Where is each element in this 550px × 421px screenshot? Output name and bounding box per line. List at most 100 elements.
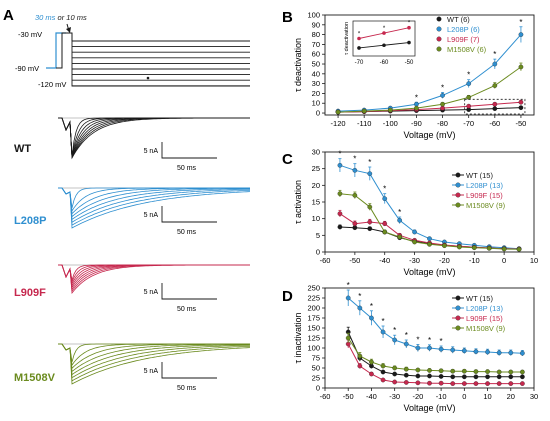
significance-star: * [381, 317, 384, 326]
inset-data-point [357, 46, 361, 50]
series-line [347, 297, 523, 354]
scale-bar-time: 50 ms [177, 229, 197, 236]
current-trace [58, 343, 251, 385]
y-tick-label: 10 [312, 214, 320, 223]
trace-label: WT [14, 143, 31, 155]
significance-star: * [415, 93, 418, 102]
data-point [427, 368, 432, 373]
protocol-time-30: 30 ms [35, 13, 56, 22]
current-trace [58, 187, 251, 229]
x-tick-label: -60 [320, 392, 331, 401]
significance-star: * [428, 336, 431, 345]
data-point [440, 101, 445, 107]
significance-star: * [338, 150, 341, 159]
data-point [335, 109, 341, 115]
data-point [466, 81, 472, 86]
x-tick-label: -110 [357, 119, 371, 128]
significance-star: * [405, 331, 408, 340]
legend-marker [455, 295, 461, 301]
inset-data-point [407, 40, 411, 45]
inset-star: * [408, 21, 411, 27]
inset-data-point [357, 36, 361, 41]
series-line [338, 66, 522, 113]
legend-marker [455, 192, 461, 198]
data-point [367, 171, 373, 177]
inset-star: * [383, 26, 386, 32]
data-point [496, 374, 502, 380]
svg-text:30 ms or 10 ms: 30 ms or 10 ms [35, 13, 87, 22]
x-tick-label: -60 [489, 119, 500, 128]
scale-bar-time: 50 ms [177, 165, 197, 172]
significance-star: * [347, 281, 350, 290]
significance-star: * [358, 292, 361, 301]
data-point [473, 374, 479, 380]
panel-label-b: B [282, 9, 293, 26]
significance-star: * [383, 185, 386, 194]
scale-bar-current: 5 nA [144, 148, 159, 155]
y-tick-label: 0 [316, 109, 320, 118]
data-point [518, 32, 524, 37]
y-tick-label: 10 [312, 99, 320, 108]
data-point [337, 211, 343, 217]
legend-marker [436, 26, 442, 32]
protocol-arrow-head [66, 27, 71, 33]
data-point [450, 381, 456, 386]
scale-bar [161, 206, 217, 223]
data-point [461, 381, 467, 386]
data-point [485, 349, 490, 355]
data-point [508, 374, 514, 380]
legend-label: WT (6) [447, 15, 470, 24]
significance-star: * [368, 158, 371, 167]
legend-label: M1508V (6) [447, 45, 487, 54]
inset-y-axis-label: τ deactivation [344, 22, 350, 55]
current-trace [58, 187, 250, 224]
data-point [450, 368, 456, 374]
x-tick-label: -60 [320, 256, 331, 265]
x-tick-label: 0 [462, 392, 466, 401]
significance-star: * [519, 18, 522, 27]
data-point [414, 101, 419, 107]
data-point [357, 353, 363, 359]
data-point [415, 367, 421, 373]
data-point [518, 99, 524, 105]
inset-data-point [382, 31, 386, 35]
x-tick-label: -50 [349, 256, 360, 265]
trace-label: L208P [14, 215, 46, 227]
y-tick-label: 90 [312, 20, 320, 29]
data-point [369, 371, 374, 377]
legend-marker [455, 172, 461, 178]
scale-bar [161, 283, 217, 300]
data-point [367, 226, 373, 232]
data-point [461, 368, 467, 374]
y-tick-label: 20 [312, 89, 320, 98]
data-point [403, 341, 409, 347]
legend-marker [455, 315, 461, 321]
data-point [440, 105, 445, 111]
current-trace [58, 264, 250, 295]
data-point [486, 245, 492, 251]
significance-star: * [353, 155, 356, 164]
y-tick-label: 200 [307, 304, 320, 313]
y-tick-label: 0 [316, 248, 320, 257]
data-point [403, 380, 409, 385]
data-point [520, 350, 525, 356]
y-tick-label: 100 [307, 11, 320, 20]
y-tick-label: 125 [307, 334, 320, 343]
data-point [382, 196, 388, 202]
data-point [438, 374, 444, 379]
data-point [427, 380, 432, 386]
data-point [508, 369, 514, 375]
protocol-step-blue [46, 32, 66, 69]
scale-bar-time: 50 ms [177, 306, 197, 313]
significance-star: * [467, 71, 470, 80]
legend-label: M1508V (9) [466, 201, 506, 210]
data-point [520, 374, 525, 380]
data-point [397, 234, 402, 240]
data-point [357, 363, 363, 369]
data-point [471, 245, 477, 251]
data-point [345, 295, 351, 301]
data-point [357, 305, 363, 311]
data-point [414, 105, 419, 111]
scale-bar-current: 5 nA [144, 212, 159, 219]
current-trace [58, 343, 251, 379]
